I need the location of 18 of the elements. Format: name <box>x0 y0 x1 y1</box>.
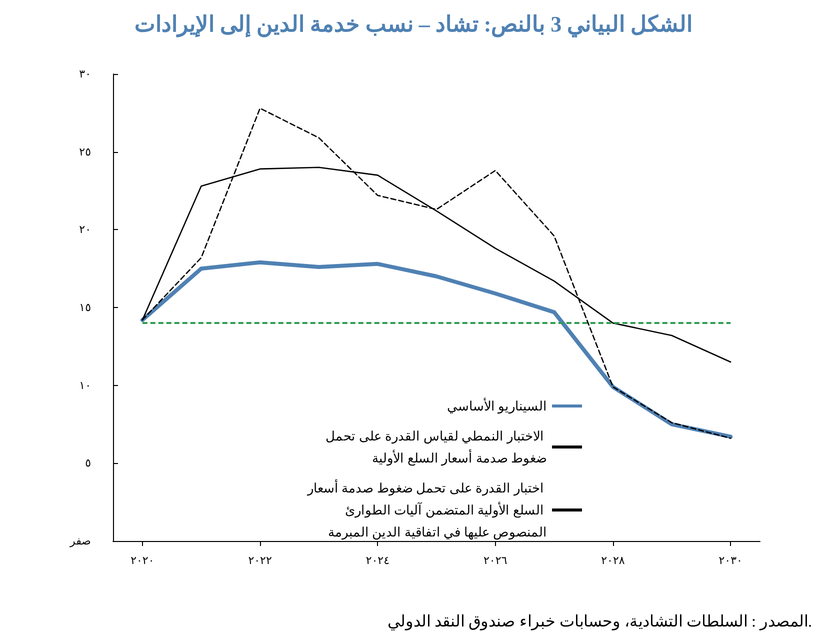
x-tick-label: ٢٠٢٢ <box>248 554 272 567</box>
x-tick-label: ٢٠٣٠ <box>718 554 742 567</box>
legend-label: اختبار القدرة على تحمل ضغوط صدمة أسعار السلع الأولية المتضمن آليات الطوارئ المنصوص عليها في اتفاقية الدين المبرمة <box>306 480 547 540</box>
y-tick-label: ٣٠ <box>79 68 91 80</box>
legend-label: الاختبار النمطي لقياس القدرة على تحمل ضغوط صدمة أسعار السلع الأولية <box>326 428 547 466</box>
chart-title: الشكل البياني 3 بالنص: تشاد – نسب خدمة الدين إلى الإيرادات <box>134 12 693 38</box>
x-tick-label: ٢٠٢٠ <box>130 554 154 567</box>
x-tick-label: ٢٠٢٤ <box>366 554 390 567</box>
y-tick-label: ٢٥ <box>79 145 92 158</box>
y-tick-label: ١٥ <box>79 301 92 314</box>
y-tick-label: ١٠ <box>79 378 91 392</box>
x-tick-label: ٢٠٢٨ <box>601 554 625 567</box>
text: المصدر : السلطات التشادية، وحسابات خبراء صندوق النقد الدولي. <box>388 614 812 630</box>
y-tick-label: صفر <box>69 534 91 548</box>
legend-label: السيناريو الأساسي <box>446 398 547 414</box>
y-tick-label: ٥ <box>85 456 92 470</box>
y-tick-label: ٢٠ <box>79 223 91 236</box>
x-tick-label: ٢٠٢٦ <box>484 554 508 567</box>
